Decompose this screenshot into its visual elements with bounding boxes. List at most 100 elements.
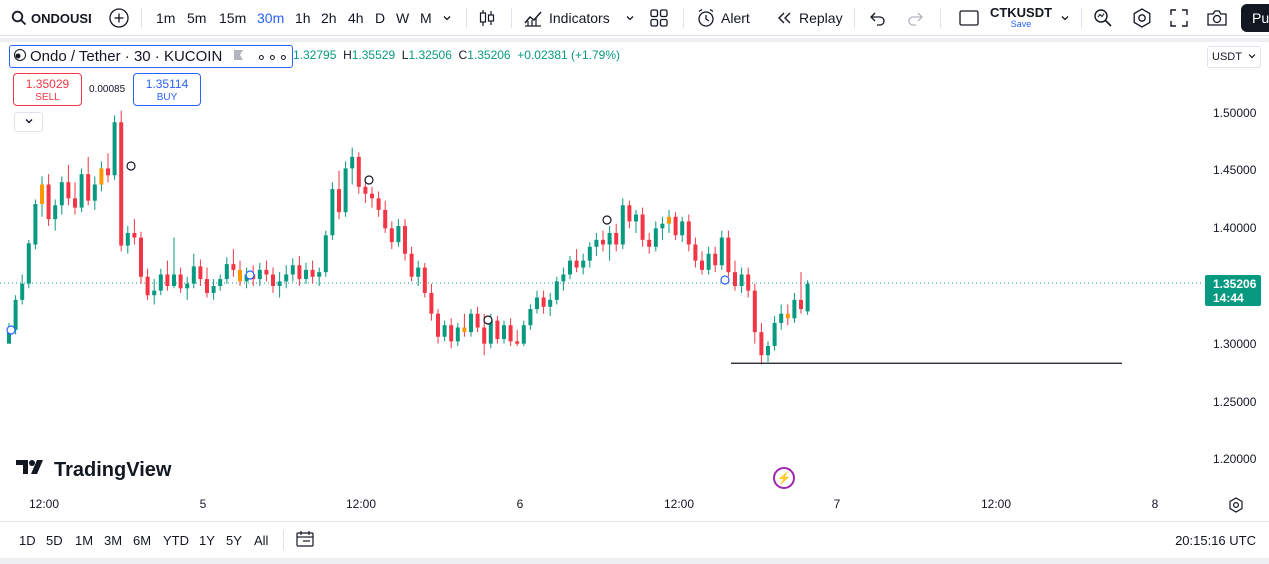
timeframe-d[interactable]: D	[375, 10, 386, 26]
undo-button[interactable]	[869, 0, 887, 36]
lightning-icon[interactable]: ⚡	[773, 467, 795, 489]
toolbar-divider	[141, 8, 142, 28]
sell-button[interactable]: 1.35029 SELL	[13, 73, 82, 106]
range-5d[interactable]: 5D	[46, 533, 63, 548]
alarm-clock-icon	[696, 8, 716, 28]
range-1y[interactable]: 1Y	[199, 533, 215, 548]
quick-search-button[interactable]	[1093, 0, 1113, 36]
time-tick: 12:00	[345, 497, 377, 511]
timeframe-4h[interactable]: 4h	[348, 10, 364, 26]
camera-icon	[1206, 8, 1228, 28]
range-5y[interactable]: 5Y	[226, 533, 242, 548]
utc-clock[interactable]: 20:15:16 UTC	[1175, 533, 1256, 548]
axis-settings-button[interactable]	[1227, 496, 1245, 517]
indicators-dropdown[interactable]	[624, 0, 636, 36]
rewind-icon	[775, 10, 793, 26]
symbol-legend[interactable]: Ondo / Tether · 30 · KUCOIN ∘∘∘	[9, 45, 293, 68]
last-price-label: 1.35206 14:44	[1205, 275, 1261, 306]
layout-button[interactable]	[958, 0, 980, 36]
date-range-button[interactable]	[295, 522, 315, 559]
templates-button[interactable]	[649, 0, 669, 36]
gear-icon	[1131, 7, 1153, 29]
fullscreen-button[interactable]	[1170, 0, 1188, 36]
layout-dropdown[interactable]	[1059, 0, 1071, 36]
grid-icon	[649, 8, 669, 28]
indicators-button[interactable]: Indicators	[523, 0, 610, 36]
plus-circle-icon	[108, 7, 130, 29]
legend-collapse-button[interactable]	[14, 112, 43, 132]
time-tick: 6	[516, 497, 524, 511]
toolbar-divider	[283, 530, 284, 550]
symbol-title: Ondo / Tether · 30 · KUCOIN	[30, 48, 223, 65]
alert-button[interactable]: Alert	[696, 0, 750, 36]
indicators-icon	[523, 8, 543, 28]
sell-price: 1.35029	[25, 77, 70, 91]
more-options-icon[interactable]: ∘∘∘	[256, 48, 290, 66]
timeframe-1h[interactable]: 1h	[295, 10, 311, 26]
range-3m[interactable]: 3M	[104, 533, 123, 548]
range-6m[interactable]: 6M	[133, 533, 152, 548]
timeframe-1m[interactable]: 1m	[156, 10, 176, 26]
time-tick: 12:00	[980, 497, 1012, 511]
buy-button[interactable]: 1.35114 BUY	[133, 73, 201, 106]
alert-label: Alert	[721, 10, 750, 26]
chevron-down-icon	[1248, 51, 1256, 63]
chart-pane[interactable]	[0, 38, 1269, 520]
bottom-toolbar: 1D 5D 1M 3M 6M YTD 1Y 5Y All 20:15:16 UT…	[0, 521, 1269, 558]
ondo-logo-icon	[14, 48, 26, 65]
range-1d[interactable]: 1D	[19, 533, 36, 548]
search-icon	[11, 10, 27, 26]
compare-button[interactable]	[108, 0, 130, 36]
toolbar-divider	[940, 8, 941, 28]
time-tick: 12:00	[28, 497, 60, 511]
range-1m[interactable]: 1M	[75, 533, 94, 548]
symbol-search-button[interactable]: ONDOUSDT	[11, 0, 91, 36]
undo-icon	[869, 10, 887, 26]
chart-type-button[interactable]	[477, 0, 497, 36]
top-toolbar: ONDOUSDT 1m 5m 15m 30m 1h 2h 4h D W M In…	[0, 0, 1269, 36]
price-tick: 1.30000	[1213, 337, 1257, 351]
price-tick: 1.45000	[1213, 163, 1257, 177]
currency-selector[interactable]: USDT	[1207, 46, 1261, 68]
currency-label: USDT	[1212, 51, 1242, 63]
time-tick: 12:00	[663, 497, 695, 511]
low-value: 1.32506	[408, 48, 452, 62]
gear-icon	[1227, 497, 1245, 517]
last-price-value: 1.35206	[1213, 277, 1257, 291]
timeframe-2h[interactable]: 2h	[321, 10, 337, 26]
close-value: 1.32795	[293, 48, 337, 62]
range-ytd[interactable]: YTD	[163, 533, 189, 548]
time-tick: 5	[199, 497, 207, 511]
bottom-strip	[0, 558, 1269, 564]
range-all[interactable]: All	[254, 533, 269, 548]
timeframe-30m[interactable]: 30m	[257, 10, 285, 26]
chevron-down-icon	[1059, 12, 1071, 24]
change-value: +0.02381 (+1.79%)	[517, 48, 621, 62]
timeframe-15m[interactable]: 15m	[219, 10, 247, 26]
high-value: 1.35529	[351, 48, 396, 62]
timeframe-m[interactable]: M	[420, 10, 432, 26]
buy-price: 1.35114	[145, 77, 189, 91]
redo-button[interactable]	[906, 0, 924, 36]
chevron-down-icon	[441, 12, 453, 24]
low-key: L	[401, 48, 409, 62]
buy-label: BUY	[156, 92, 178, 103]
toolbar-divider	[511, 8, 512, 28]
timeframe-5m[interactable]: 5m	[187, 10, 207, 26]
timeframes-dropdown[interactable]	[441, 0, 453, 36]
time-tick: 8	[1151, 497, 1159, 511]
square-icon	[958, 8, 980, 28]
settings-button[interactable]	[1131, 0, 1153, 36]
timeframe-w[interactable]: W	[396, 10, 410, 26]
replay-button[interactable]: Replay	[775, 0, 843, 36]
snapshot-button[interactable]	[1206, 0, 1228, 36]
publish-button[interactable]: Pu	[1241, 4, 1269, 32]
spread-value: 0.00085	[89, 84, 126, 95]
candles-icon	[477, 8, 497, 28]
layout-name-button[interactable]: CTKUSDT Save	[990, 0, 1052, 36]
tradingview-logo-icon	[16, 458, 48, 482]
tradingview-watermark[interactable]: TradingView	[16, 458, 171, 482]
zoom-search-icon	[1093, 8, 1113, 28]
close-value: 1.35206	[467, 48, 511, 62]
price-tick: 1.40000	[1213, 221, 1257, 235]
